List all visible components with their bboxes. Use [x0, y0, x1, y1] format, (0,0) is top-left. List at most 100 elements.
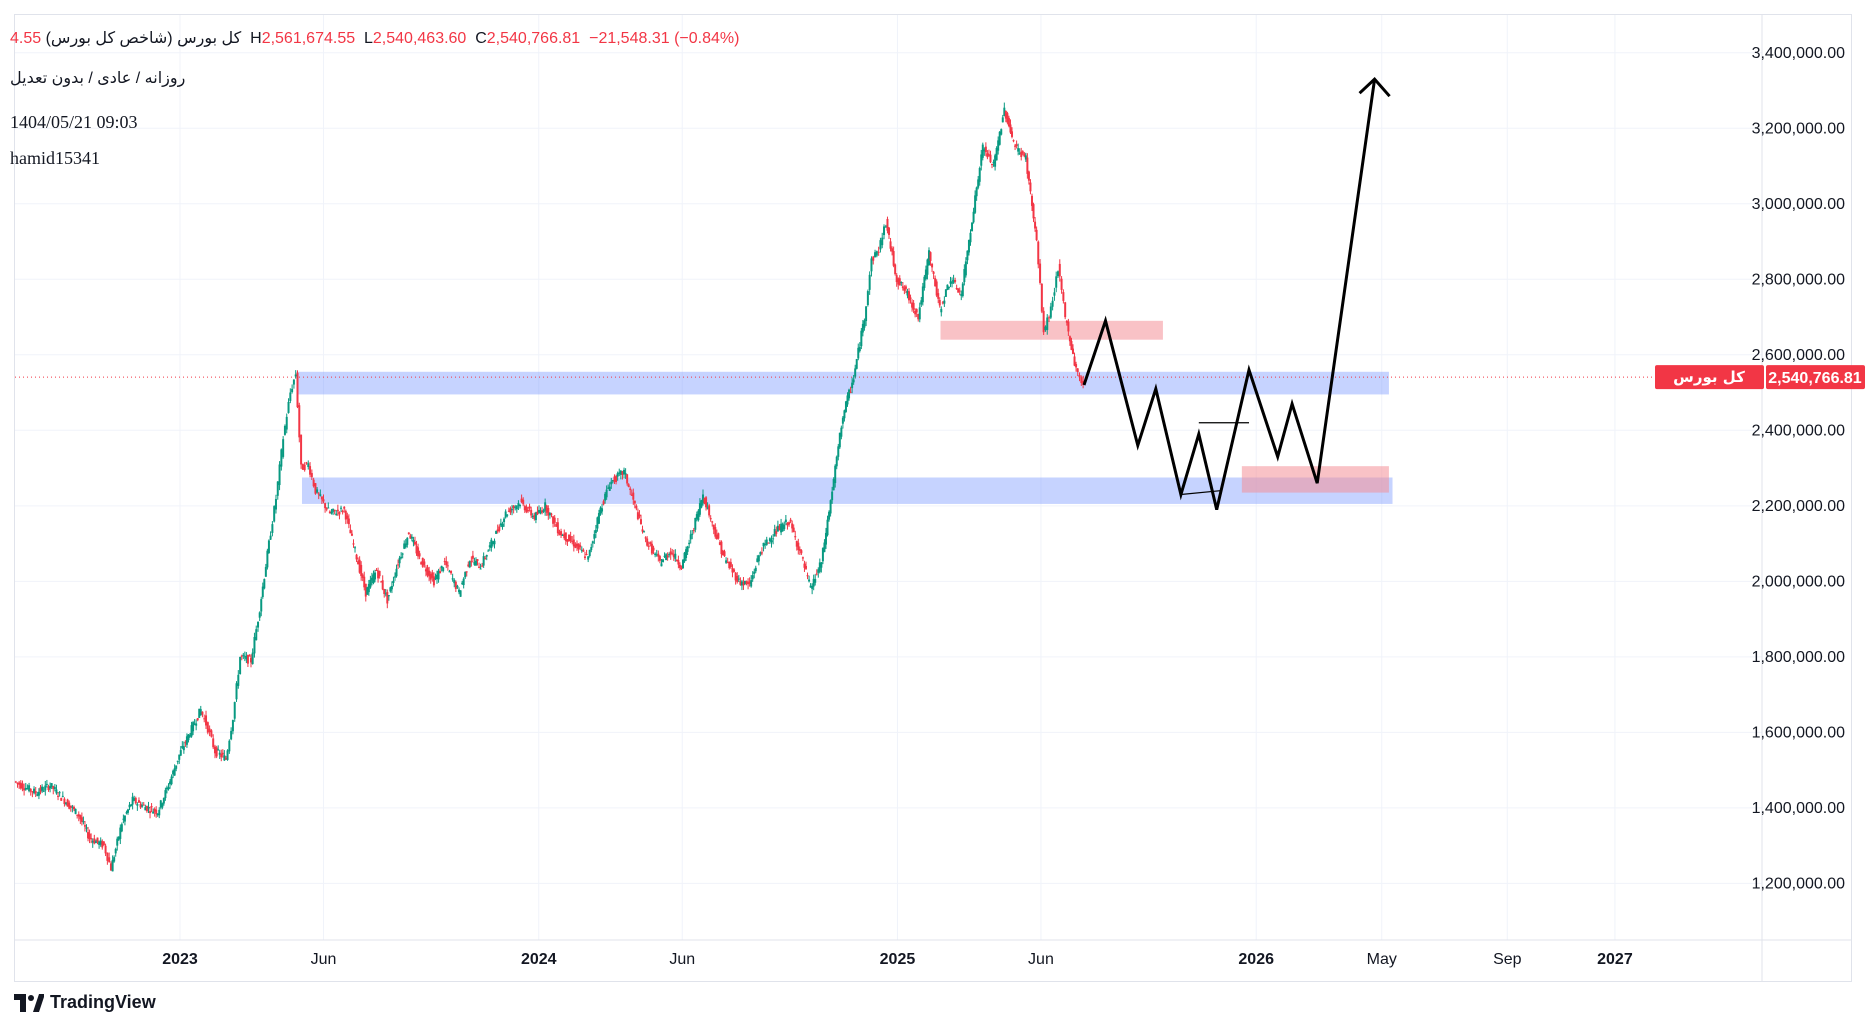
candle-body	[468, 561, 471, 568]
candle-body	[585, 553, 588, 555]
candle-body	[686, 546, 689, 552]
candle-body	[176, 760, 179, 762]
candle-body	[995, 147, 998, 161]
price-tag-value: 2,540,766.81	[1768, 370, 1862, 387]
candle-body	[1049, 306, 1052, 318]
candle-body	[814, 579, 817, 583]
candle-body	[705, 497, 708, 508]
candle-body	[728, 561, 731, 568]
candle-body	[374, 572, 377, 580]
candle-body	[708, 505, 711, 516]
candle-body	[541, 510, 544, 513]
y-tick-label: 3,000,000.00	[1752, 196, 1846, 213]
candle-body	[697, 510, 700, 521]
candle-body	[21, 783, 24, 789]
candle-body	[832, 479, 835, 491]
candle-body	[386, 592, 389, 604]
candle-body	[182, 746, 185, 751]
candle-body	[994, 155, 997, 167]
tradingview-logo[interactable]: TradingView	[14, 992, 156, 1013]
candle-body	[1017, 148, 1020, 152]
candle-body	[267, 540, 270, 554]
candle-body	[865, 306, 868, 322]
candle-body	[811, 585, 814, 589]
candle-body	[501, 523, 504, 528]
candle-body	[39, 787, 42, 792]
candle-body	[604, 493, 607, 501]
candle-body	[155, 809, 158, 815]
candle-body	[940, 308, 943, 313]
candle-body	[42, 790, 45, 792]
candle-body	[440, 565, 443, 569]
candle-body	[629, 488, 632, 490]
candle-body	[506, 514, 509, 516]
x-tick-label: 2023	[162, 951, 198, 968]
candle-body	[378, 570, 381, 577]
candle-body	[336, 509, 339, 512]
candle-body	[479, 568, 482, 570]
candle-body	[895, 275, 898, 283]
candle-body	[415, 546, 418, 554]
candle-body	[840, 427, 843, 437]
candle-body	[918, 307, 921, 320]
candle-body	[685, 549, 688, 559]
candle-body	[834, 465, 837, 484]
candle-body	[858, 347, 861, 352]
candle-body	[688, 542, 691, 545]
candle-body	[658, 556, 661, 561]
candle-body	[904, 286, 907, 289]
candle-body	[815, 573, 818, 575]
candle-body	[355, 554, 358, 560]
candle-body	[773, 529, 776, 537]
candle-body	[266, 550, 269, 568]
candle-body	[669, 551, 672, 555]
candle-body	[818, 562, 821, 572]
candle-body	[972, 211, 975, 223]
candle-body	[831, 491, 834, 501]
candle-body	[120, 824, 123, 832]
candle-body	[1048, 317, 1051, 319]
candle-body	[734, 572, 737, 581]
candle-body	[1007, 117, 1010, 127]
candle-body	[239, 656, 242, 675]
candle-body	[459, 590, 462, 597]
candle-body	[1020, 151, 1023, 157]
candle-body	[173, 768, 176, 776]
candle-body	[619, 470, 622, 475]
candle-body	[971, 222, 974, 232]
symbol-name[interactable]: کل بورس (شاخص کل بورس)	[45, 30, 242, 47]
candle-body	[1064, 302, 1067, 318]
projection-path	[1082, 78, 1377, 510]
candle-body	[18, 782, 21, 785]
candle-body	[587, 556, 590, 560]
candle-body	[1018, 152, 1021, 154]
candle-body	[442, 567, 445, 572]
candle-body	[159, 800, 162, 808]
candle-body	[635, 505, 638, 509]
candle-body	[647, 545, 650, 547]
candle-body	[528, 506, 531, 509]
candle-body	[991, 163, 994, 165]
candle-body	[413, 541, 416, 545]
candle-body	[406, 537, 409, 545]
candle-body	[923, 276, 926, 288]
candle-body	[451, 578, 454, 580]
candle-body	[263, 579, 266, 589]
chart-frame[interactable]	[14, 14, 1852, 982]
candle-body	[633, 500, 636, 504]
candle-body	[33, 788, 36, 794]
candle-body	[835, 456, 838, 467]
candle-body	[783, 524, 786, 530]
projection-arrowhead	[1358, 77, 1391, 98]
price-chart[interactable]: 1,200,000.00 1,400,000.00 1,600,000.00 1,80…	[0, 0, 1866, 990]
candle-body	[1000, 129, 1003, 135]
candle-body	[218, 752, 221, 755]
candle-body	[935, 281, 938, 296]
candle-body	[36, 794, 39, 796]
candle-body	[630, 494, 633, 496]
candle-body	[184, 742, 187, 744]
candle-body	[689, 534, 692, 540]
candle-body	[276, 481, 279, 496]
candle-body	[330, 511, 333, 514]
candle-body	[941, 302, 944, 304]
